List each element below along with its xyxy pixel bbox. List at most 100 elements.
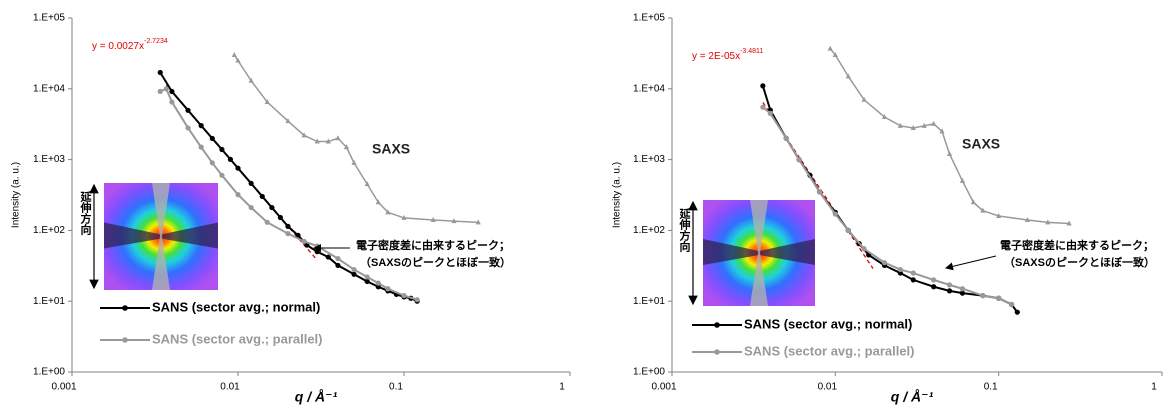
marker bbox=[376, 281, 381, 286]
fit-equation: y = 2E-05x-3.4811 bbox=[692, 48, 763, 62]
inset-label: 延伸方向 bbox=[678, 207, 692, 253]
y-tick-label: 1.E+00 bbox=[33, 367, 65, 378]
x-tick-label: 0.001 bbox=[651, 382, 676, 393]
legend-label: SANS (sector avg.; parallel) bbox=[744, 343, 915, 358]
y-tick-label: 1.E+04 bbox=[33, 83, 65, 94]
marker bbox=[185, 108, 190, 113]
marker bbox=[228, 157, 233, 162]
marker bbox=[365, 274, 370, 279]
marker bbox=[960, 286, 965, 291]
marker bbox=[833, 211, 838, 216]
fit-equation-exponent: -3.4811 bbox=[740, 48, 763, 55]
marker bbox=[219, 147, 224, 152]
inset-label: 延伸方向 bbox=[79, 190, 93, 236]
y-tick-label: 1.E+02 bbox=[633, 225, 665, 236]
marker bbox=[365, 279, 370, 284]
marker bbox=[1015, 310, 1020, 315]
marker bbox=[249, 205, 254, 210]
series-line bbox=[830, 49, 1069, 224]
marker bbox=[861, 246, 866, 251]
marker bbox=[285, 231, 290, 236]
annotation: 電子密度差に由来するピーク； bbox=[1000, 238, 1154, 252]
marker bbox=[796, 157, 801, 162]
marker bbox=[278, 215, 283, 220]
marker bbox=[301, 239, 306, 244]
series-line bbox=[234, 55, 478, 222]
marker bbox=[158, 70, 163, 75]
marker bbox=[760, 83, 765, 88]
x-tick-label: 1 bbox=[559, 382, 565, 393]
series-label: SAXS bbox=[962, 136, 1000, 152]
marker bbox=[947, 151, 952, 156]
legend-label: SANS (sector avg.; normal) bbox=[152, 299, 320, 314]
chart: 1.E+001.E+011.E+021.E+031.E+041.E+050.00… bbox=[612, 13, 1162, 405]
legend-marker bbox=[122, 305, 128, 311]
x-tick-label: 0.001 bbox=[51, 382, 76, 393]
y-tick-label: 1.E+04 bbox=[633, 83, 665, 94]
marker bbox=[931, 277, 936, 282]
marker bbox=[249, 181, 254, 186]
marker bbox=[385, 286, 390, 291]
y-tick-label: 1.E+01 bbox=[33, 296, 65, 307]
y-axis-title: Intensity (a. u.) bbox=[612, 162, 623, 228]
x-tick-label: 0.1 bbox=[389, 382, 403, 393]
marker bbox=[199, 123, 204, 128]
figure: 1.E+00 1.E+01 1.E+02 1.E+03 1.E+04 1.E+05 0.00… bbox=[0, 0, 1165, 410]
marker bbox=[401, 293, 406, 298]
y-tick-label: 1.E+03 bbox=[33, 154, 65, 165]
marker bbox=[235, 166, 240, 171]
annotation: 電子密度差に由来するピーク； bbox=[356, 238, 510, 252]
marker bbox=[164, 86, 169, 91]
marker bbox=[335, 256, 340, 261]
marker bbox=[315, 249, 320, 254]
marker bbox=[335, 135, 340, 140]
x-tick-label: 0.1 bbox=[984, 382, 998, 393]
marker bbox=[911, 270, 916, 275]
marker bbox=[185, 125, 190, 130]
marker bbox=[199, 145, 204, 150]
marker bbox=[235, 192, 240, 197]
marker bbox=[760, 105, 765, 110]
legend-label: SANS (sector avg.; parallel) bbox=[152, 331, 323, 346]
marker bbox=[169, 89, 174, 94]
annotation-arrow bbox=[946, 256, 996, 268]
chart: 1.E+00 1.E+01 1.E+02 1.E+03 1.E+04 1.E+05 0.00… bbox=[11, 13, 570, 405]
annotation: （SAXSのピークとほぼ一致） bbox=[1004, 255, 1155, 269]
marker bbox=[158, 89, 163, 94]
fit-equation-exponent: -2.7234 bbox=[144, 38, 168, 45]
fit-equation-base: y = 2E-05x bbox=[692, 51, 740, 62]
y-axis-title: Intensity (a. u.) bbox=[11, 162, 22, 228]
marker bbox=[980, 293, 985, 298]
marker bbox=[260, 194, 265, 199]
marker bbox=[996, 296, 1001, 301]
y-tick-label: 1.E+00 bbox=[633, 367, 665, 378]
marker bbox=[351, 267, 356, 272]
marker bbox=[210, 136, 215, 141]
fit-equation: y = 0.0027x-2.7234 bbox=[92, 38, 168, 52]
y-tick-label: 1.E+03 bbox=[633, 154, 665, 165]
marker bbox=[169, 99, 174, 104]
legend-marker bbox=[714, 322, 720, 328]
y-tick-label: 1.E+05 bbox=[33, 13, 65, 24]
marker bbox=[351, 272, 356, 277]
marker bbox=[285, 224, 290, 229]
marker bbox=[846, 228, 851, 233]
marker bbox=[911, 277, 916, 282]
marker bbox=[219, 173, 224, 178]
x-tick-label: 0.01 bbox=[220, 382, 240, 393]
x-tick-label: 1 bbox=[1151, 382, 1157, 393]
marker bbox=[931, 121, 936, 126]
marker bbox=[768, 111, 773, 116]
marker bbox=[269, 205, 274, 210]
marker bbox=[326, 254, 331, 259]
legend-marker bbox=[714, 349, 720, 355]
marker bbox=[947, 282, 952, 287]
annotation: （SAXSのピークとほぼ一致） bbox=[360, 255, 511, 269]
y-tick-label: 1.E+02 bbox=[33, 225, 65, 236]
marker bbox=[1009, 302, 1014, 307]
marker bbox=[828, 46, 833, 51]
fit-equation-base: y = 0.0027x bbox=[92, 41, 144, 52]
marker bbox=[210, 160, 215, 165]
x-axis-title: q / Å⁻¹ bbox=[891, 389, 934, 405]
marker bbox=[898, 267, 903, 272]
